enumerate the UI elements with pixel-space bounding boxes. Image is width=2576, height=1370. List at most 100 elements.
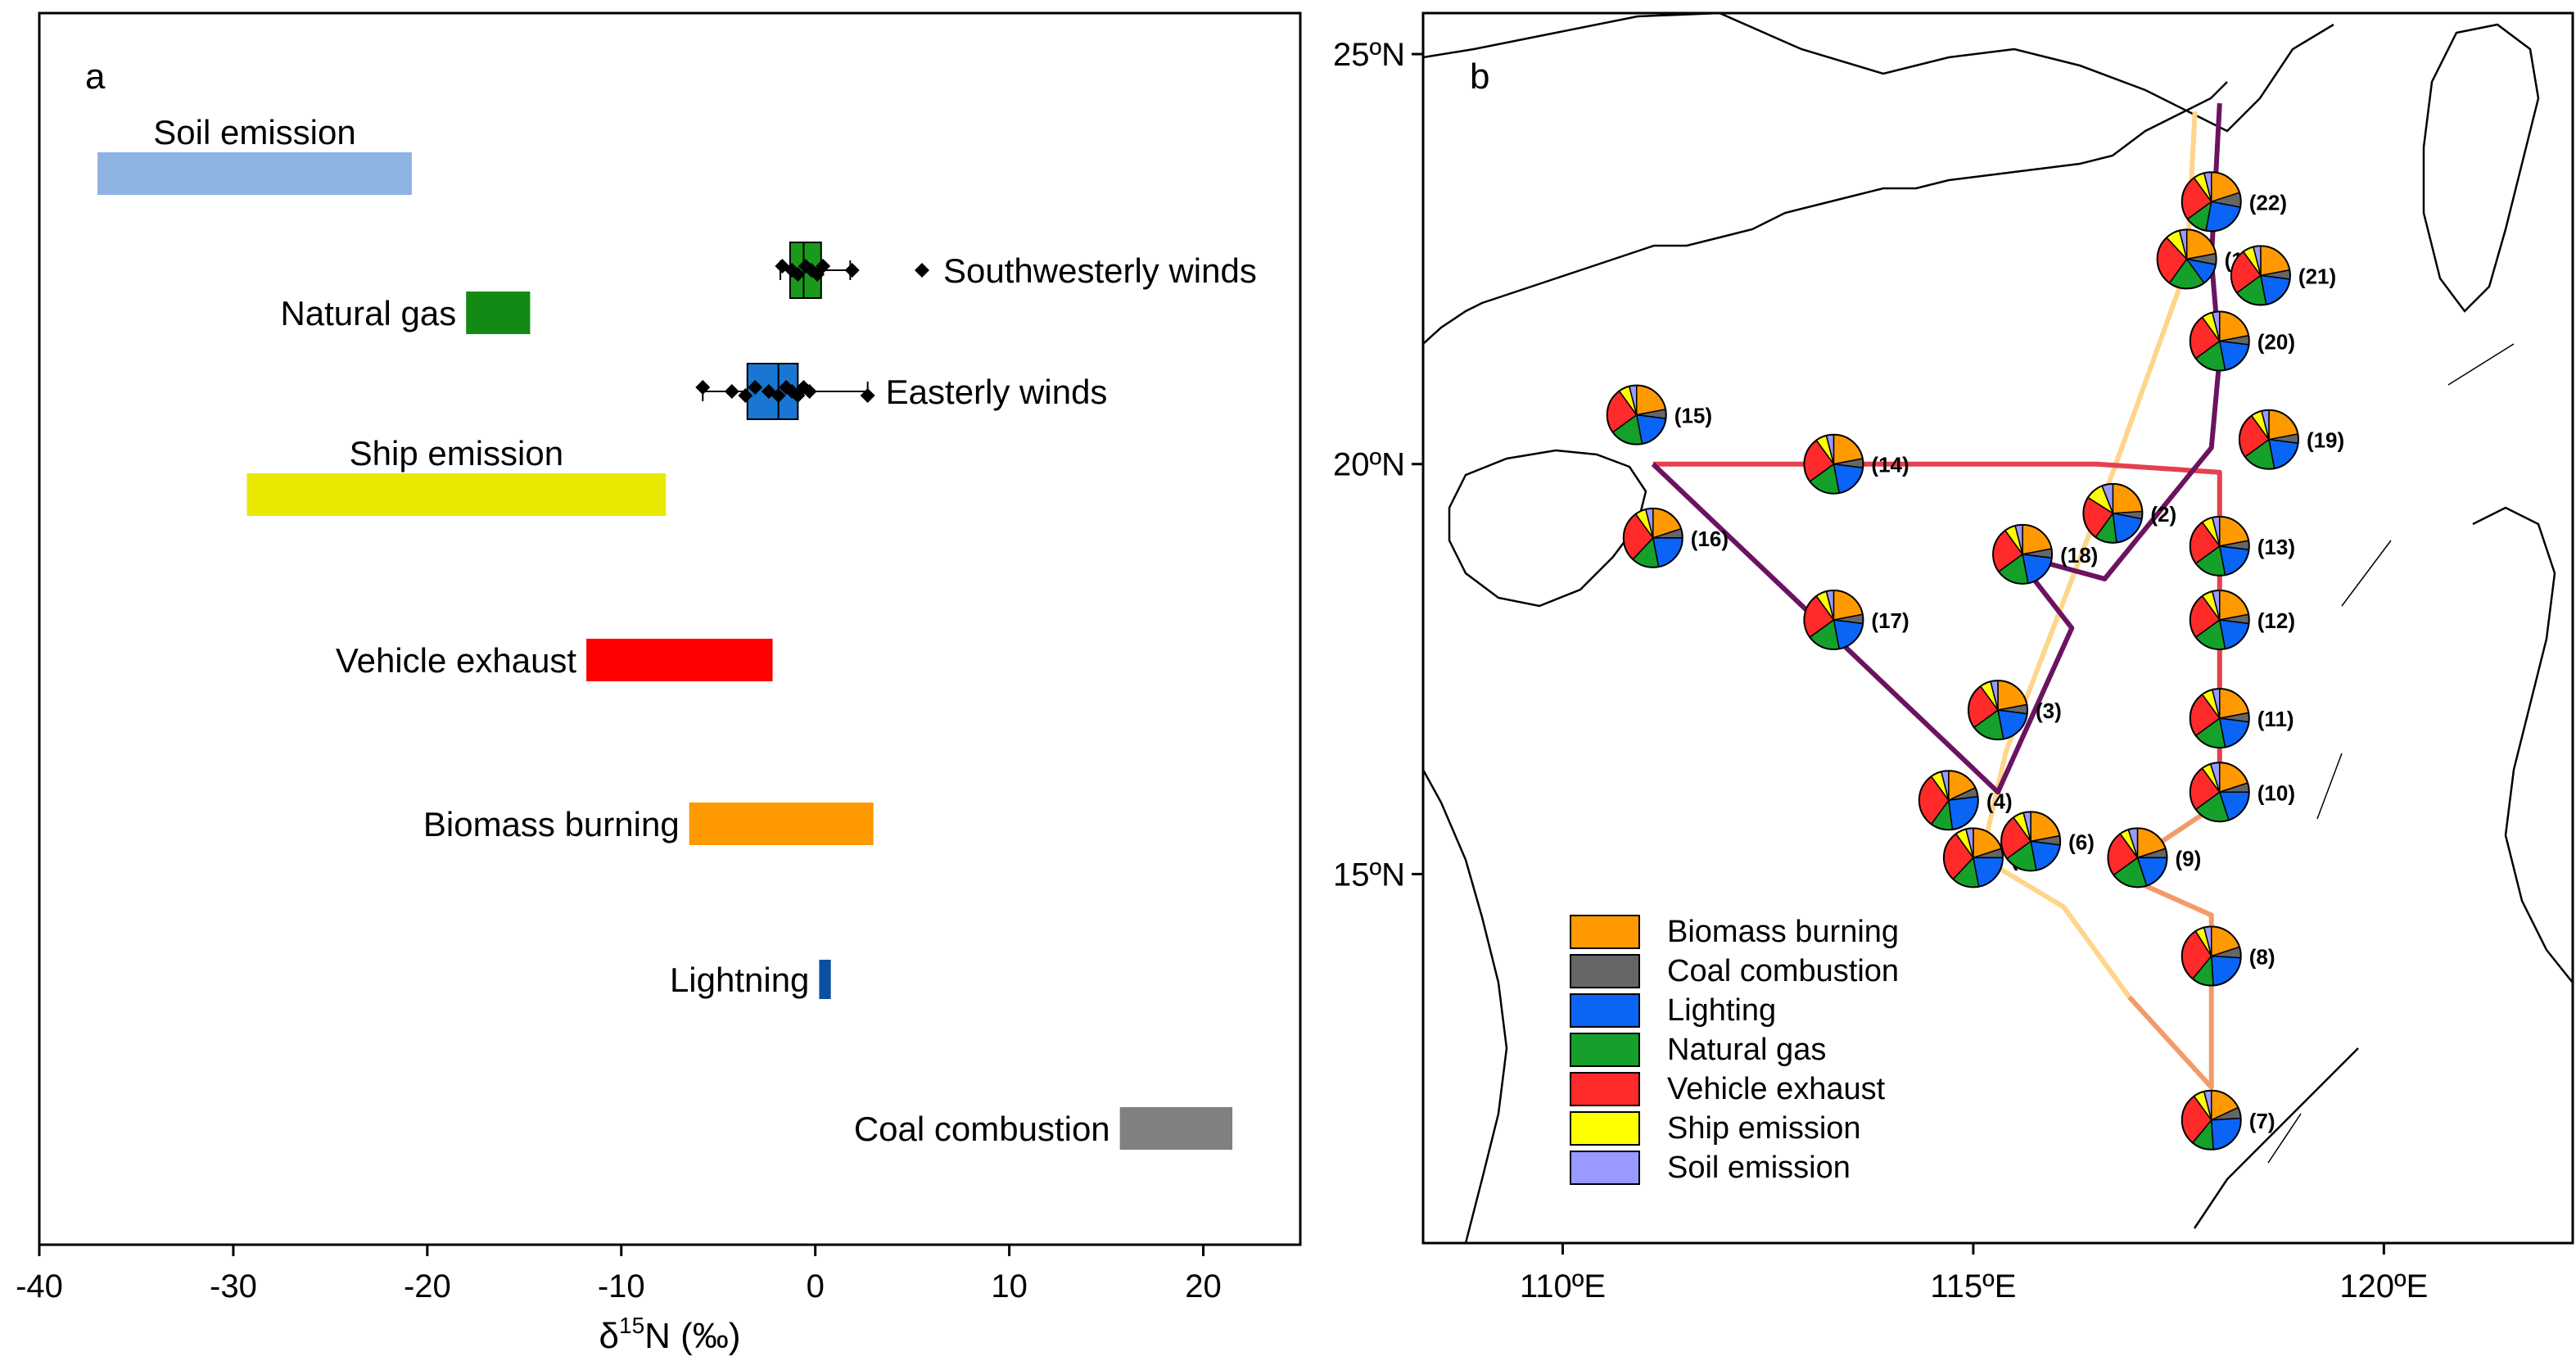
coastline [1423,13,2573,1243]
station-label: (3) [2036,699,2062,723]
x-axis-title: δ15N (‰) [599,1313,741,1356]
source-range-bar [1119,1107,1233,1150]
pie-outline [1803,433,1864,495]
pie-outline [2230,245,2291,306]
station-label: (8) [2249,945,2275,970]
legend-label: Coal combustion [1667,954,1899,988]
x-tick-label: 10 [991,1268,1028,1304]
pie-outline [1606,384,1667,445]
pie-outline [1622,507,1683,568]
legend-label: Soil emission [1667,1151,1851,1185]
bathymetry-line [2316,753,2343,820]
station-label: (17) [1871,608,1909,633]
station-label: (22) [2249,190,2287,215]
station-label: (13) [2257,535,2295,559]
data-point [844,263,860,278]
station-pie: (18) [1992,523,2098,585]
station-label: (19) [2307,428,2344,453]
panel-a-label: a [85,57,106,97]
station-pie: (20) [2189,310,2295,372]
legend-label: Natural gas [1667,1033,1826,1067]
pie-outline [2189,515,2250,576]
source-range-bar [246,473,667,516]
station-label: (10) [2257,780,2295,805]
station-pie: (6) [2000,811,2095,872]
pie-outline [1942,827,2004,888]
station-pie: (2) [2082,482,2176,544]
station-label: (9) [2175,846,2201,870]
data-point [748,380,763,395]
station-label: (11) [2257,707,2294,731]
data-point [695,380,711,395]
lon-tick-label: 115ºE [1930,1268,2016,1304]
data-point [738,388,753,403]
x-tick-label: -20 [404,1268,451,1304]
legend-label: Vehicle exhaust [1667,1072,1886,1106]
pie-outline [1992,523,2054,585]
panel-b-label: b [1470,57,1489,97]
legend-label: Ship emission [1667,1111,1861,1146]
station-label: (18) [2060,543,2098,567]
panel-a-frame [38,11,1302,1246]
station-pie: (16) [1622,507,1729,568]
x-axis-title-prefix: δ [599,1316,620,1356]
legend-swatch [1570,1033,1640,1067]
pie-outline [1968,680,2028,741]
station-pie: (4) [1918,770,2013,831]
cruise-track [1651,102,2222,795]
legend-swatch [1570,993,1640,1028]
pie-outline [2107,827,2168,888]
station-pie: (21) [2230,245,2336,306]
lon-tick-label: 110ºE [1520,1268,1606,1304]
lat-tick-label: 20ºN [1333,447,1405,483]
x-tick-label: 20 [1185,1268,1222,1304]
coastline-mainland [1423,13,2334,345]
x-tick-label: 0 [807,1268,825,1304]
source-label: Lightning [670,961,809,999]
station-label: (2) [2150,502,2176,527]
source-label: Soil emission [153,113,355,151]
station-pies: (1)(2)(3)(4)(5)(6)(7)(8)(9)(10)(11)(12)(… [1606,171,2344,1151]
legend-label: Lighting [1667,993,1776,1028]
boxplots: Southwesterly winds Easterly winds [695,242,1257,420]
outlier-point [915,263,929,278]
station-pie: (8) [2181,925,2275,987]
coastline-taiwan [2422,23,2540,313]
station-label: (4) [1986,789,2013,813]
legend-swatch [1570,915,1640,949]
pie-outline [2189,688,2250,749]
legend-label: Biomass burning [1667,915,1899,949]
map-axes: 110ºE 115ºE 120ºE 15ºN 20ºN 25ºN [1333,37,2428,1304]
legend-swatch [1570,1111,1640,1146]
station-pie: (9) [2107,827,2201,888]
pie-slice [1947,795,1979,830]
pie-outline [1803,589,1864,650]
boxplot-label: Easterly winds [886,373,1108,411]
panel-b-frame [1421,11,2574,1245]
source-range-bar [97,152,412,195]
pie-outline [2181,171,2242,233]
x-axis-title-superscript: 15 [619,1313,644,1338]
station-pie: (3) [1968,680,2062,741]
station-pie: (12) [2189,589,2295,650]
coastline-palawan [2193,1047,2359,1229]
station-label: (16) [1691,527,1729,551]
x-tick-label: -30 [210,1268,257,1304]
station-label: (7) [2249,1109,2275,1133]
station-label: (6) [2068,830,2095,854]
coastline-luzon [2472,506,2573,983]
station-pie: (17) [1803,589,1909,650]
panel-b-map: (1)(2)(3)(4)(5)(6)(7)(8)(9)(10)(11)(12)(… [1333,11,2574,1304]
pie-outline [2082,482,2144,544]
lon-tick-label: 120ºE [2339,1268,2428,1304]
station-pie: (10) [2189,762,2295,823]
boxplot-label: Southwesterly winds [943,251,1257,290]
coastline-vietnam [1423,769,1508,1243]
pie-outline [2181,925,2242,987]
station-pie: (13) [2189,515,2295,576]
station-pie: (15) [1606,384,1712,445]
pie-outline [2156,228,2217,290]
x-axis-title-suffix: N (‰) [644,1316,740,1356]
data-point [860,388,875,403]
